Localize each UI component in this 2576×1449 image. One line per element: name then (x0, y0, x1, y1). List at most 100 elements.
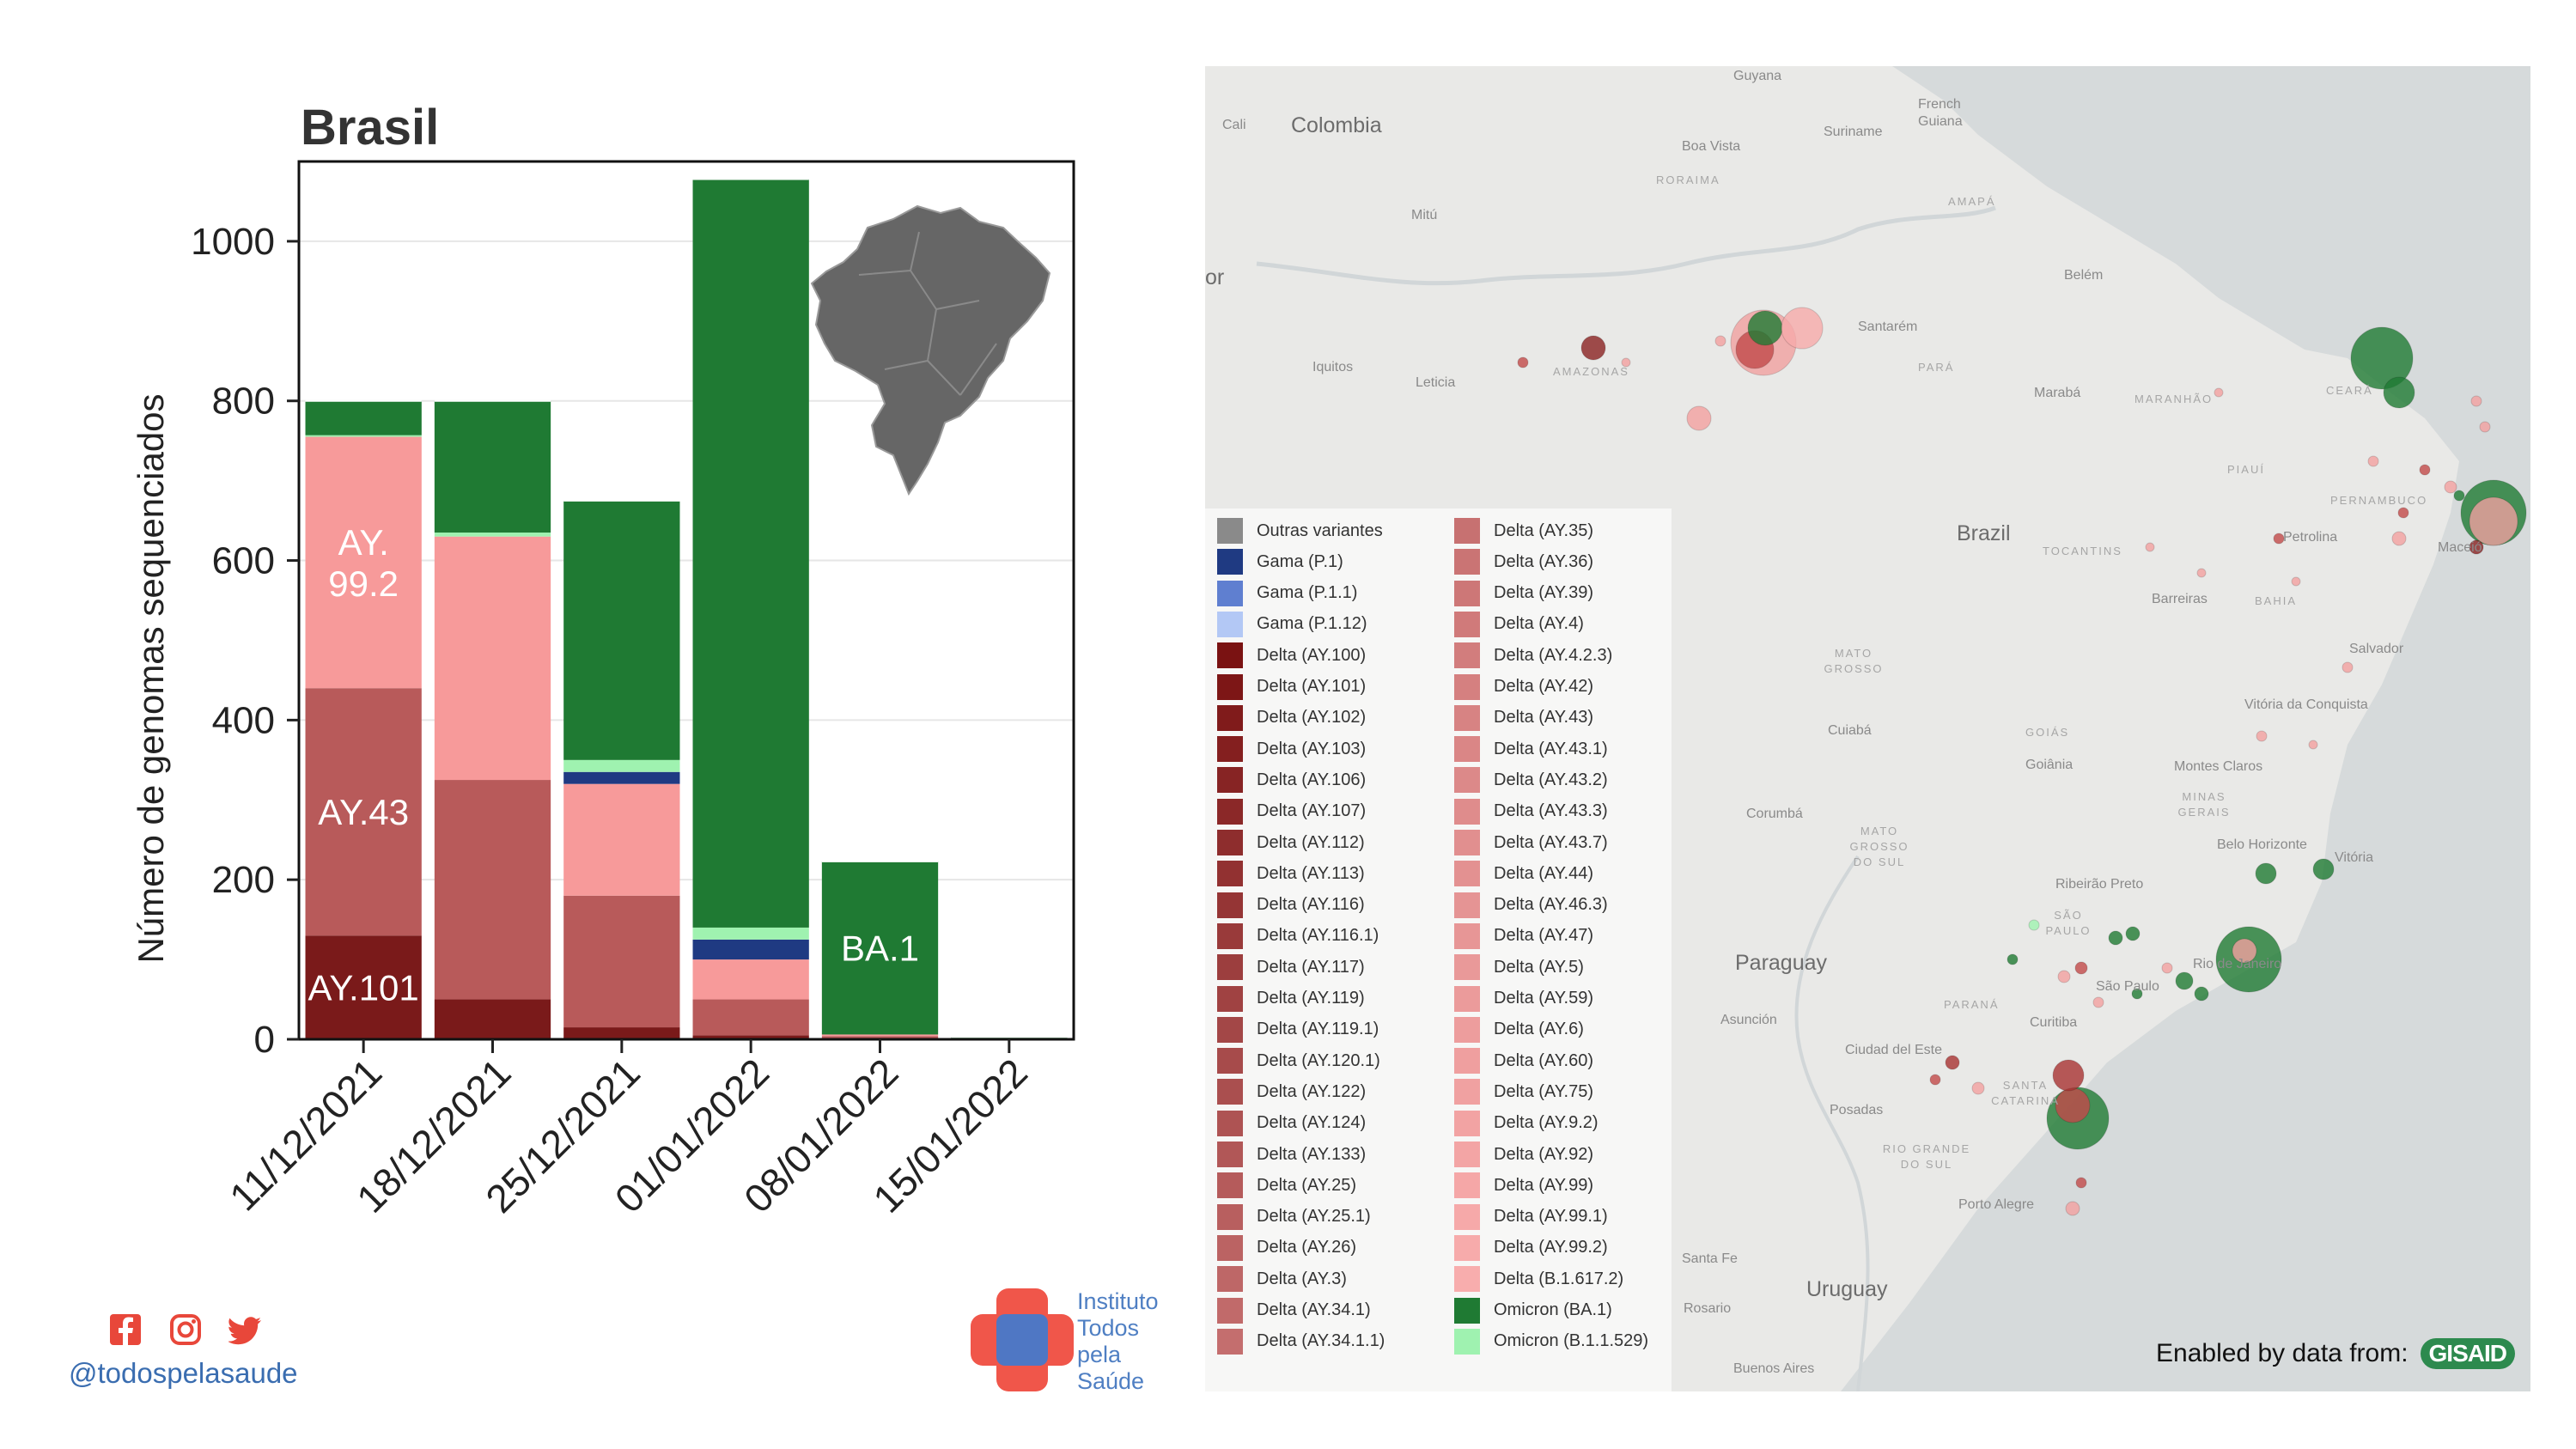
map-sample-point[interactable] (2469, 496, 2518, 546)
map-sample-point[interactable] (2065, 1201, 2080, 1216)
legend-item[interactable]: Delta (AY.34.1) (1217, 1295, 1371, 1326)
map-sample-point[interactable] (2444, 480, 2457, 494)
legend-item[interactable]: Delta (AY.106) (1217, 764, 1366, 795)
map-sample-point[interactable] (2175, 971, 2194, 990)
legend-item[interactable]: Omicron (B.1.1.529) (1454, 1326, 1648, 1357)
legend-item[interactable]: Delta (AY.119) (1217, 983, 1365, 1014)
legend-item[interactable]: Delta (AY.34.1.1) (1217, 1326, 1385, 1357)
legend-item[interactable]: Delta (AY.116) (1217, 890, 1365, 921)
legend-item[interactable]: Delta (AY.26) (1217, 1233, 1356, 1263)
legend-item[interactable]: Delta (AY.113) (1217, 858, 1365, 889)
legend-item[interactable]: Delta (AY.42) (1454, 672, 1593, 703)
map-sample-point[interactable] (2255, 862, 2277, 885)
variant-map[interactable]: Guyana French Guiana Cali Colombia Surin… (1205, 66, 2530, 1391)
legend-item[interactable]: Gama (P.1.12) (1217, 609, 1367, 640)
map-sample-point[interactable] (2194, 986, 2209, 1002)
map-sample-point[interactable] (2479, 421, 2491, 433)
legend-item[interactable]: Delta (AY.43.3) (1454, 796, 1608, 827)
legend-item[interactable]: Outras variantes (1217, 515, 1383, 546)
legend-item[interactable]: Delta (AY.122) (1217, 1076, 1366, 1107)
legend-item[interactable]: Delta (AY.116.1) (1217, 921, 1379, 952)
map-sample-point[interactable] (2367, 455, 2379, 467)
legend-item[interactable]: Delta (AY.3) (1217, 1263, 1347, 1294)
map-sample-point[interactable] (1747, 310, 1783, 346)
legend-item[interactable]: Delta (AY.43.2) (1454, 764, 1608, 795)
map-sample-point[interactable] (2161, 962, 2173, 974)
legend-item[interactable]: Delta (AY.44) (1454, 858, 1593, 889)
map-sample-point[interactable] (1971, 1081, 1985, 1095)
map-sample-point[interactable] (2350, 326, 2414, 390)
legend-item[interactable]: Delta (AY.75) (1454, 1076, 1593, 1107)
twitter-icon[interactable] (228, 1312, 263, 1347)
map-sample-point[interactable] (1621, 357, 1631, 368)
map-sample-point[interactable] (1929, 1074, 1941, 1086)
map-sample-point[interactable] (2419, 464, 2431, 476)
map-sample-point[interactable] (2131, 988, 2143, 1000)
map-sample-point[interactable] (2057, 970, 2071, 983)
map-sample-point[interactable] (2312, 858, 2335, 880)
legend-item[interactable]: Delta (AY.43) (1454, 703, 1593, 734)
map-sample-point[interactable] (2145, 542, 2155, 552)
map-sample-point[interactable] (2469, 539, 2484, 555)
map-sample-point[interactable] (2028, 919, 2040, 931)
social-handle[interactable]: @todospelasaude (69, 1357, 298, 1389)
legend-item[interactable]: Delta (AY.120.1) (1217, 1045, 1380, 1076)
map-sample-point[interactable] (2383, 376, 2415, 409)
map-sample-point[interactable] (1781, 307, 1824, 350)
legend-item[interactable]: Delta (AY.100) (1217, 640, 1366, 671)
map-sample-point[interactable] (2291, 576, 2301, 587)
legend-item[interactable]: Delta (AY.43.1) (1454, 734, 1608, 764)
legend-item[interactable]: Delta (AY.119.1) (1217, 1014, 1379, 1045)
legend-item[interactable]: Omicron (BA.1) (1454, 1295, 1612, 1326)
legend-item[interactable]: Delta (AY.92) (1454, 1139, 1593, 1170)
map-sample-point[interactable] (2232, 938, 2257, 964)
map-sample-point[interactable] (2308, 740, 2318, 750)
map-sample-point[interactable] (2273, 533, 2285, 545)
map-sample-point[interactable] (2125, 926, 2141, 941)
legend-item[interactable]: Gama (P.1.1) (1217, 578, 1357, 609)
legend-item[interactable]: Delta (AY.4.2.3) (1454, 640, 1612, 671)
legend-item[interactable]: Delta (AY.46.3) (1454, 890, 1608, 921)
map-sample-point[interactable] (2075, 1177, 2087, 1189)
map-sample-point[interactable] (2108, 930, 2123, 946)
legend-item[interactable]: Delta (AY.107) (1217, 796, 1366, 827)
legend-item[interactable]: Delta (AY.60) (1454, 1045, 1593, 1076)
legend-item[interactable]: Delta (AY.112) (1217, 827, 1365, 858)
map-sample-point[interactable] (2214, 387, 2224, 398)
map-sample-point[interactable] (2342, 661, 2354, 673)
legend-item[interactable]: Delta (AY.101) (1217, 672, 1366, 703)
map-sample-point[interactable] (1517, 356, 1529, 368)
legend-item[interactable]: Delta (AY.25) (1217, 1170, 1356, 1201)
legend-item[interactable]: Delta (AY.47) (1454, 921, 1593, 952)
map-sample-point[interactable] (2074, 961, 2088, 975)
map-sample-point[interactable] (2397, 507, 2409, 519)
map-sample-point[interactable] (2092, 996, 2104, 1008)
legend-item[interactable]: Delta (AY.35) (1454, 515, 1593, 546)
legend-item[interactable]: Delta (AY.133) (1217, 1139, 1366, 1170)
legend-item[interactable]: Delta (AY.43.7) (1454, 827, 1608, 858)
legend-item[interactable]: Delta (AY.102) (1217, 703, 1366, 734)
legend-item[interactable]: Delta (AY.117) (1217, 952, 1365, 983)
legend-item[interactable]: Delta (AY.99.2) (1454, 1233, 1608, 1263)
legend-item[interactable]: Delta (AY.9.2) (1454, 1108, 1599, 1139)
map-sample-point[interactable] (1580, 335, 1606, 361)
map-canvas[interactable] (1205, 66, 2530, 1391)
legend-item[interactable]: Delta (AY.36) (1454, 546, 1593, 577)
legend-item[interactable]: Delta (AY.6) (1454, 1014, 1584, 1045)
map-sample-point[interactable] (2453, 490, 2465, 502)
legend-item[interactable]: Delta (AY.99) (1454, 1170, 1593, 1201)
map-sample-point[interactable] (2052, 1059, 2085, 1092)
map-sample-point[interactable] (1686, 405, 1712, 431)
legend-item[interactable]: Delta (AY.5) (1454, 952, 1584, 983)
legend-item[interactable]: Delta (AY.99.1) (1454, 1202, 1608, 1233)
map-sample-point[interactable] (2256, 730, 2268, 742)
legend-item[interactable]: Delta (AY.124) (1217, 1108, 1366, 1139)
map-sample-point[interactable] (2055, 1087, 2091, 1123)
map-sample-point[interactable] (1945, 1055, 1960, 1070)
facebook-icon[interactable] (108, 1312, 143, 1347)
legend-item[interactable]: Delta (B.1.617.2) (1454, 1263, 1623, 1294)
legend-item[interactable]: Delta (AY.39) (1454, 578, 1593, 609)
legend-item[interactable]: Delta (AY.59) (1454, 983, 1593, 1014)
legend-item[interactable]: Delta (AY.25.1) (1217, 1202, 1371, 1233)
legend-item[interactable]: Delta (AY.103) (1217, 734, 1366, 764)
